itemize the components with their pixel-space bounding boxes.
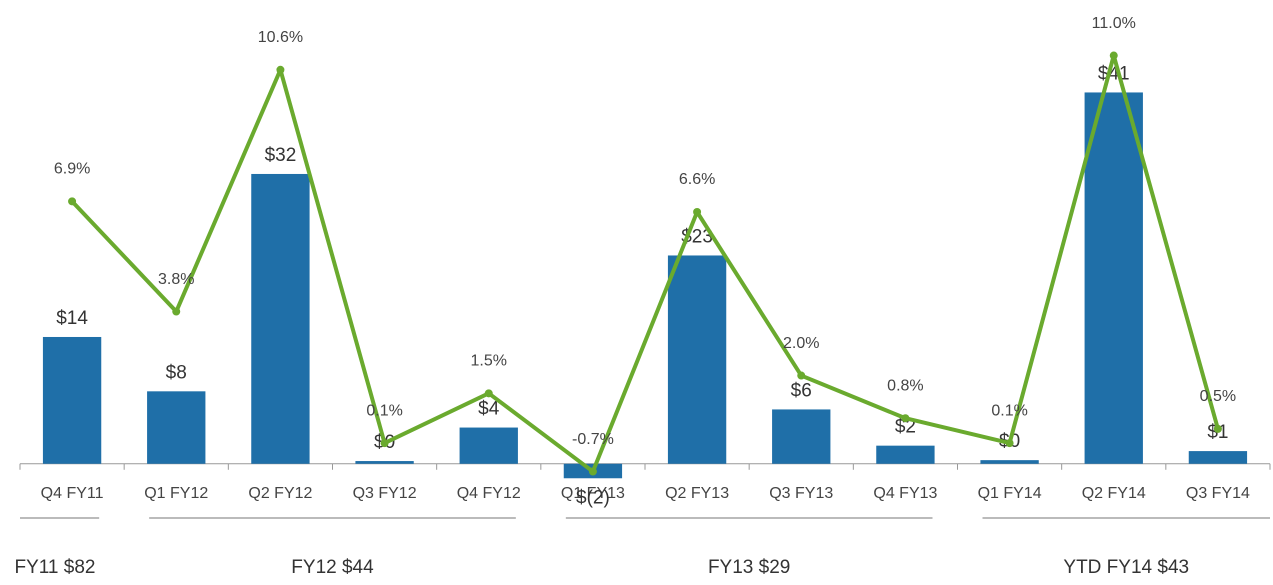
group-label: FY12 $44 — [291, 557, 374, 578]
x-tick-label: Q2 FY14 — [1082, 485, 1146, 502]
line-value-label: 6.9% — [54, 161, 90, 178]
bar-value-label: $14 — [56, 308, 88, 329]
x-tick-label: Q3 FY14 — [1186, 485, 1250, 502]
group-label: YTD FY14 $43 — [1063, 557, 1189, 578]
x-tick-label: Q3 FY13 — [769, 485, 833, 502]
x-tick-label: Q3 FY12 — [353, 485, 417, 502]
x-tick-label: Q2 FY12 — [248, 485, 312, 502]
line — [70, 53, 1220, 474]
line-value-label: 0.1% — [991, 402, 1027, 419]
bar-value-label: $2 — [895, 417, 916, 438]
x-tick-label: Q1 FY13 — [561, 485, 625, 502]
line-value-label: 0.1% — [366, 402, 402, 419]
x-tick-label: Q4 FY13 — [873, 485, 937, 502]
x-tick-label: Q2 FY13 — [665, 485, 729, 502]
bar-value-label: $(2) — [576, 487, 610, 508]
line-value-label: 0.8% — [887, 377, 923, 394]
group-label: FY13 $29 — [708, 557, 790, 578]
x-tick-label: Q1 FY12 — [144, 485, 208, 502]
bar-value-label: $6 — [791, 380, 812, 401]
bar — [147, 391, 206, 464]
bar-value-label: $8 — [166, 362, 187, 383]
bar-value-label: $41 — [1098, 63, 1130, 84]
line-value-label: 10.6% — [258, 29, 303, 46]
line-point — [172, 307, 181, 316]
bar — [980, 460, 1039, 464]
line-value-label: 3.8% — [158, 271, 194, 288]
line-point — [693, 208, 702, 216]
bar — [772, 409, 831, 464]
line-point — [1005, 439, 1014, 448]
bar — [251, 173, 310, 464]
bar — [1188, 451, 1248, 464]
line-point — [588, 467, 597, 476]
bar-value-label: $32 — [265, 145, 297, 166]
line-value-label: 6.6% — [679, 171, 715, 188]
bar — [459, 427, 518, 464]
bar — [355, 461, 414, 464]
group-label: FY11 $82 — [15, 557, 96, 578]
line-value-label: 1.5% — [471, 353, 507, 370]
line-point — [68, 197, 77, 206]
line-value-label: -0.7% — [572, 431, 614, 448]
line-point — [1213, 424, 1222, 433]
line-value-label: 2.0% — [783, 335, 819, 352]
line-point — [276, 65, 285, 74]
bar-value-label: $4 — [478, 399, 500, 420]
line-point — [1109, 51, 1118, 60]
bar — [876, 445, 935, 464]
line-point — [901, 414, 910, 423]
line-value-label: 0.5% — [1200, 388, 1236, 405]
x-tick-label: Q1 FY14 — [978, 485, 1042, 502]
line-value-label: 11.0% — [1092, 15, 1136, 32]
bar — [667, 255, 727, 464]
x-tick-label: Q4 FY11 — [41, 485, 104, 502]
bar — [1084, 92, 1143, 464]
line-point — [484, 389, 493, 398]
bar — [42, 336, 102, 464]
line-point — [797, 371, 806, 380]
line-point — [380, 439, 389, 448]
x-tick-label: Q4 FY12 — [457, 485, 521, 502]
